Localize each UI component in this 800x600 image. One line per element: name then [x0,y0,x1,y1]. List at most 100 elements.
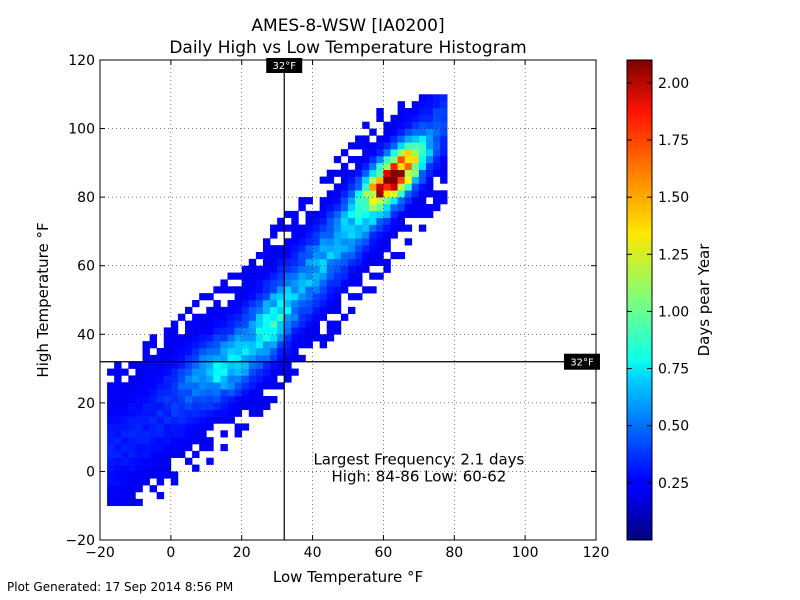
chart-subtitle: Daily High vs Low Temperature Histogram [169,38,526,58]
heatmap-cell [369,142,377,150]
heatmap-cell [121,402,129,411]
heatmap-cell [270,306,278,315]
heatmap-cell [185,416,193,424]
heatmap-cell [291,286,299,294]
heatmap-cell [241,320,250,328]
x-tick-label: 0 [166,545,175,561]
colorbar-gradient [626,59,653,541]
heatmap-cell [277,252,285,260]
heatmap-cell [262,258,271,267]
heatmap-cell [177,450,186,459]
heatmap-cell [284,286,292,294]
heatmap-cell [425,169,434,177]
heatmap-cell [440,128,448,136]
heatmap-cell [433,156,441,164]
heatmap-cell [270,368,278,376]
heatmap-cell [114,478,122,486]
heatmap-cell [326,252,335,260]
heatmap-cell [298,313,306,321]
heatmap-cell [262,286,271,294]
heatmap-cell [241,361,250,369]
heatmap-cell [305,252,313,260]
heatmap-cell [199,368,207,376]
heatmap-cell [262,265,271,273]
heatmap-cell [355,252,363,260]
heatmap-cell [376,197,384,205]
heatmap-cell [284,341,292,349]
heatmap-cell [227,306,235,315]
heatmap-cell [206,320,214,328]
heatmap-cell [262,382,271,390]
heatmap-cell [340,245,349,253]
heatmap-cell [312,327,320,335]
heatmap-cell [206,361,214,369]
heatmap-cell [433,149,441,157]
heatmap-cell [418,149,427,157]
heatmap-cell [199,341,207,349]
heatmap-cell [376,272,384,280]
heatmap-cell [355,238,363,246]
heatmap-cell [362,210,370,219]
heatmap-cell [220,348,228,356]
heatmap-cell [114,437,122,445]
heatmap-cell [206,382,214,390]
heatmap-cell [270,382,278,390]
heatmap-cell [312,252,320,260]
heatmap-cell [333,327,342,335]
heatmap-cell [383,121,391,129]
heatmap-cell [418,101,427,109]
heatmap-cell [255,265,264,273]
heatmap-cell [248,348,257,356]
heatmap-cell [128,409,136,417]
heatmap-cell [170,396,179,404]
heatmap-cell [440,176,448,184]
heatmap-cell [340,149,349,157]
heatmap-cell [319,252,328,260]
heatmap-cell [440,101,448,109]
heatmap-cell [227,396,235,404]
heatmap-cell [383,197,391,205]
heatmap-cell [433,114,441,123]
heatmap-cell [348,238,356,246]
heatmap-cell [383,217,391,225]
heatmap-cell [170,430,179,438]
heatmap-cell [241,382,250,390]
heatmap-cell [255,375,264,383]
heatmap-cell [135,402,143,411]
heatmap-cell [397,169,405,177]
heatmap-cell [340,162,349,171]
heatmap-cell [156,430,165,438]
heatmap-cell [206,416,214,424]
heatmap-cell [177,354,186,363]
heatmap-cell [170,320,179,328]
heatmap-cell [177,375,186,383]
heatmap-cell [326,300,335,308]
heatmap-cell [234,293,243,301]
heatmap-cell [199,348,207,356]
heatmap-cell [418,156,427,164]
plot-frame [99,59,597,541]
heatmap-cell [199,416,207,424]
heatmap-cell [114,375,122,383]
heatmap-cell [291,341,299,349]
heatmap-cell [355,210,363,219]
heatmap-cell [284,224,292,232]
heatmap-cell [277,354,285,363]
heatmap-cell [227,409,235,417]
heatmap-cell [340,224,349,232]
heatmap-cell [149,382,157,390]
heatmap-cell [376,217,384,225]
chart-title: AMES-8-WSW [IA0200] [251,16,444,36]
heatmap-cell [312,293,320,301]
heatmap-cell [121,382,129,390]
heatmap-cell [312,313,320,321]
x-axis-label: Low Temperature °F [273,568,423,586]
heatmap-cell [220,334,228,342]
heatmap-cell [227,272,235,280]
heatmap-cell [277,341,285,349]
heatmap-cell [241,286,250,294]
heatmap-cell [418,135,427,143]
heatmap-cell [206,327,214,335]
heatmap-cell [277,361,285,369]
heatmap-cell [284,272,292,280]
